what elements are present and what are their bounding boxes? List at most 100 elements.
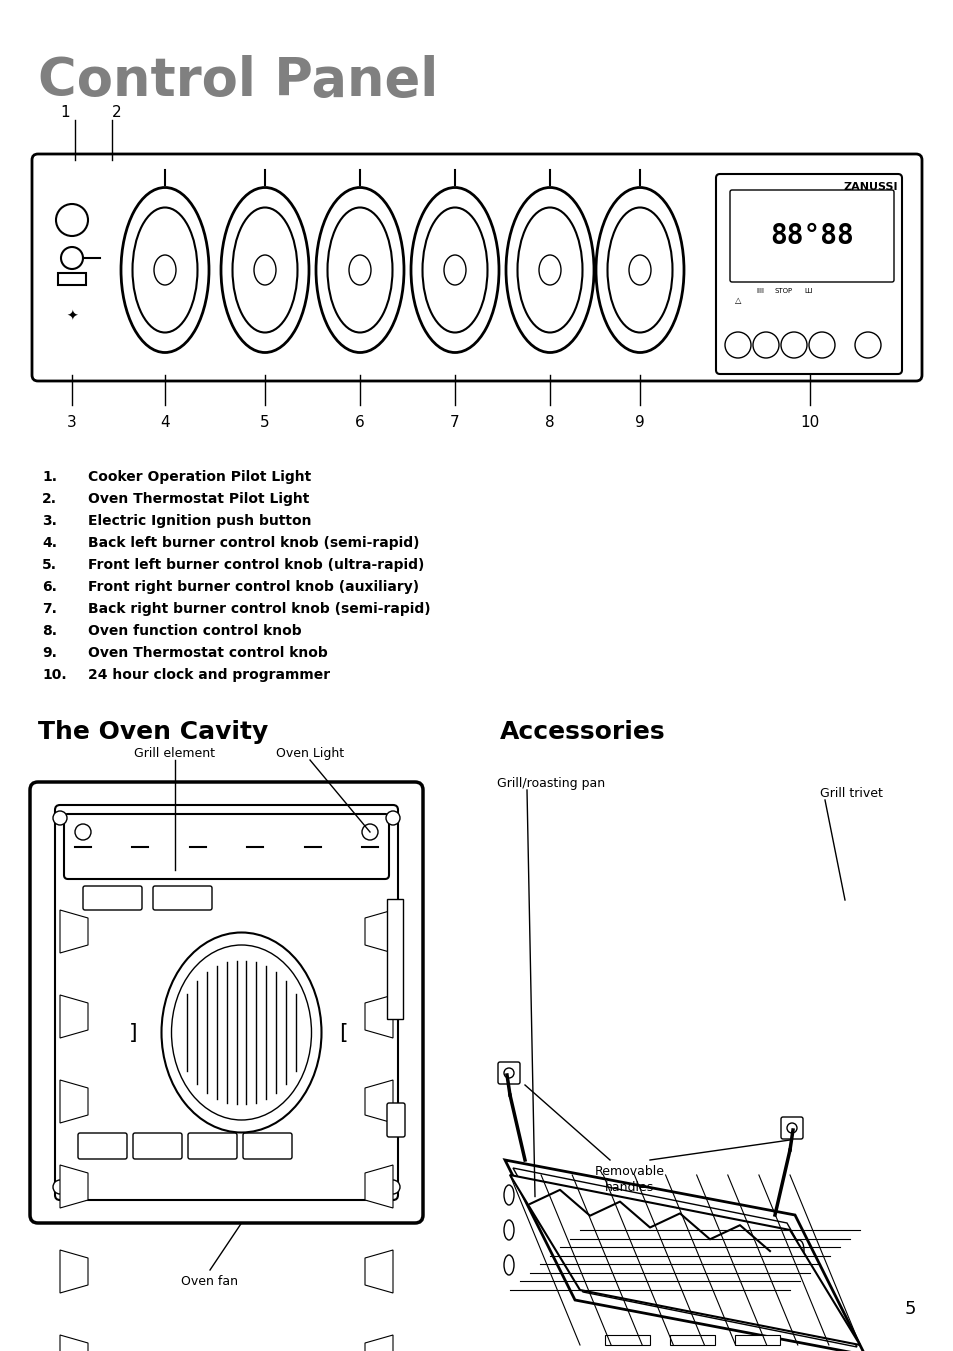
Text: 88°88: 88°88 <box>769 222 853 250</box>
Text: Oven Light: Oven Light <box>275 747 344 761</box>
FancyBboxPatch shape <box>387 1102 405 1138</box>
Text: ]: ] <box>129 1023 137 1043</box>
Text: 5: 5 <box>903 1300 915 1319</box>
Text: Grill element: Grill element <box>134 747 215 761</box>
Text: 10.: 10. <box>42 667 67 682</box>
Ellipse shape <box>132 208 197 332</box>
Text: 1.: 1. <box>42 470 57 484</box>
Bar <box>387 898 402 1019</box>
Text: 1: 1 <box>60 105 70 120</box>
Text: 3: 3 <box>67 415 77 430</box>
Text: [: [ <box>339 1023 348 1043</box>
Polygon shape <box>734 1335 780 1346</box>
Ellipse shape <box>793 1240 803 1260</box>
Text: The Oven Cavity: The Oven Cavity <box>38 720 268 744</box>
Ellipse shape <box>607 208 672 332</box>
Polygon shape <box>60 911 88 952</box>
Text: 2: 2 <box>112 105 121 120</box>
Text: 5.: 5. <box>42 558 57 571</box>
Polygon shape <box>604 1335 649 1346</box>
Text: Front right burner control knob (auxiliary): Front right burner control knob (auxilia… <box>88 580 418 594</box>
Ellipse shape <box>503 1220 514 1240</box>
FancyBboxPatch shape <box>64 815 389 880</box>
Polygon shape <box>60 1250 88 1293</box>
FancyBboxPatch shape <box>497 1062 519 1084</box>
Circle shape <box>53 1179 67 1194</box>
FancyBboxPatch shape <box>78 1133 127 1159</box>
Ellipse shape <box>503 1185 514 1205</box>
Ellipse shape <box>443 255 465 285</box>
FancyBboxPatch shape <box>716 174 901 374</box>
Text: IIII: IIII <box>755 288 763 295</box>
Text: Removable
handles: Removable handles <box>595 1165 664 1194</box>
FancyBboxPatch shape <box>32 154 921 381</box>
Polygon shape <box>60 994 88 1038</box>
Ellipse shape <box>503 1255 514 1275</box>
Circle shape <box>75 824 91 840</box>
Text: 2.: 2. <box>42 492 57 507</box>
Polygon shape <box>513 1169 856 1347</box>
Text: 6.: 6. <box>42 580 57 594</box>
Ellipse shape <box>628 255 650 285</box>
FancyBboxPatch shape <box>83 886 142 911</box>
Circle shape <box>53 811 67 825</box>
Text: 4: 4 <box>160 415 170 430</box>
Text: Back left burner control knob (semi-rapid): Back left burner control knob (semi-rapi… <box>88 536 419 550</box>
Ellipse shape <box>793 1310 803 1329</box>
Text: Grill/roasting pan: Grill/roasting pan <box>497 777 604 790</box>
Ellipse shape <box>517 208 582 332</box>
Polygon shape <box>365 1165 393 1208</box>
Text: 8: 8 <box>544 415 555 430</box>
Text: Oven Thermostat control knob: Oven Thermostat control knob <box>88 646 328 661</box>
Ellipse shape <box>121 188 209 353</box>
Ellipse shape <box>153 255 175 285</box>
Circle shape <box>61 247 83 269</box>
Circle shape <box>386 1179 399 1194</box>
Ellipse shape <box>172 944 312 1120</box>
Text: Accessories: Accessories <box>499 720 665 744</box>
Text: Ш: Ш <box>803 288 811 295</box>
Circle shape <box>786 1123 796 1133</box>
Text: Back right burner control knob (semi-rapid): Back right burner control knob (semi-rap… <box>88 603 430 616</box>
Circle shape <box>56 204 88 236</box>
Polygon shape <box>60 1335 88 1351</box>
Circle shape <box>781 332 806 358</box>
Circle shape <box>503 1069 514 1078</box>
Ellipse shape <box>422 208 487 332</box>
Text: 7.: 7. <box>42 603 57 616</box>
Ellipse shape <box>327 208 392 332</box>
Text: 3.: 3. <box>42 513 57 528</box>
Text: 7: 7 <box>450 415 459 430</box>
Text: 9.: 9. <box>42 646 57 661</box>
Bar <box>58 273 86 285</box>
Ellipse shape <box>161 932 321 1132</box>
Text: Control Panel: Control Panel <box>38 55 437 107</box>
FancyBboxPatch shape <box>243 1133 292 1159</box>
Text: ZANUSSI: ZANUSSI <box>842 182 897 192</box>
Text: 4.: 4. <box>42 536 57 550</box>
Polygon shape <box>365 994 393 1038</box>
Text: Oven Thermostat Pilot Light: Oven Thermostat Pilot Light <box>88 492 309 507</box>
Polygon shape <box>365 1335 393 1351</box>
FancyBboxPatch shape <box>188 1133 236 1159</box>
Ellipse shape <box>793 1275 803 1296</box>
Circle shape <box>854 332 880 358</box>
FancyBboxPatch shape <box>781 1117 802 1139</box>
Polygon shape <box>510 1175 859 1346</box>
Text: 9: 9 <box>635 415 644 430</box>
Polygon shape <box>60 1079 88 1123</box>
Polygon shape <box>504 1161 864 1351</box>
Text: Oven fan: Oven fan <box>181 1275 238 1288</box>
Ellipse shape <box>233 208 297 332</box>
Text: Oven function control knob: Oven function control knob <box>88 624 301 638</box>
Polygon shape <box>365 1079 393 1123</box>
Text: 24 hour clock and programmer: 24 hour clock and programmer <box>88 667 330 682</box>
Text: Electric Ignition push button: Electric Ignition push button <box>88 513 312 528</box>
Circle shape <box>808 332 834 358</box>
Polygon shape <box>365 1250 393 1293</box>
Ellipse shape <box>253 255 275 285</box>
Text: Cooker Operation Pilot Light: Cooker Operation Pilot Light <box>88 470 311 484</box>
Circle shape <box>724 332 750 358</box>
Ellipse shape <box>349 255 371 285</box>
Text: Front left burner control knob (ultra-rapid): Front left burner control knob (ultra-ra… <box>88 558 424 571</box>
